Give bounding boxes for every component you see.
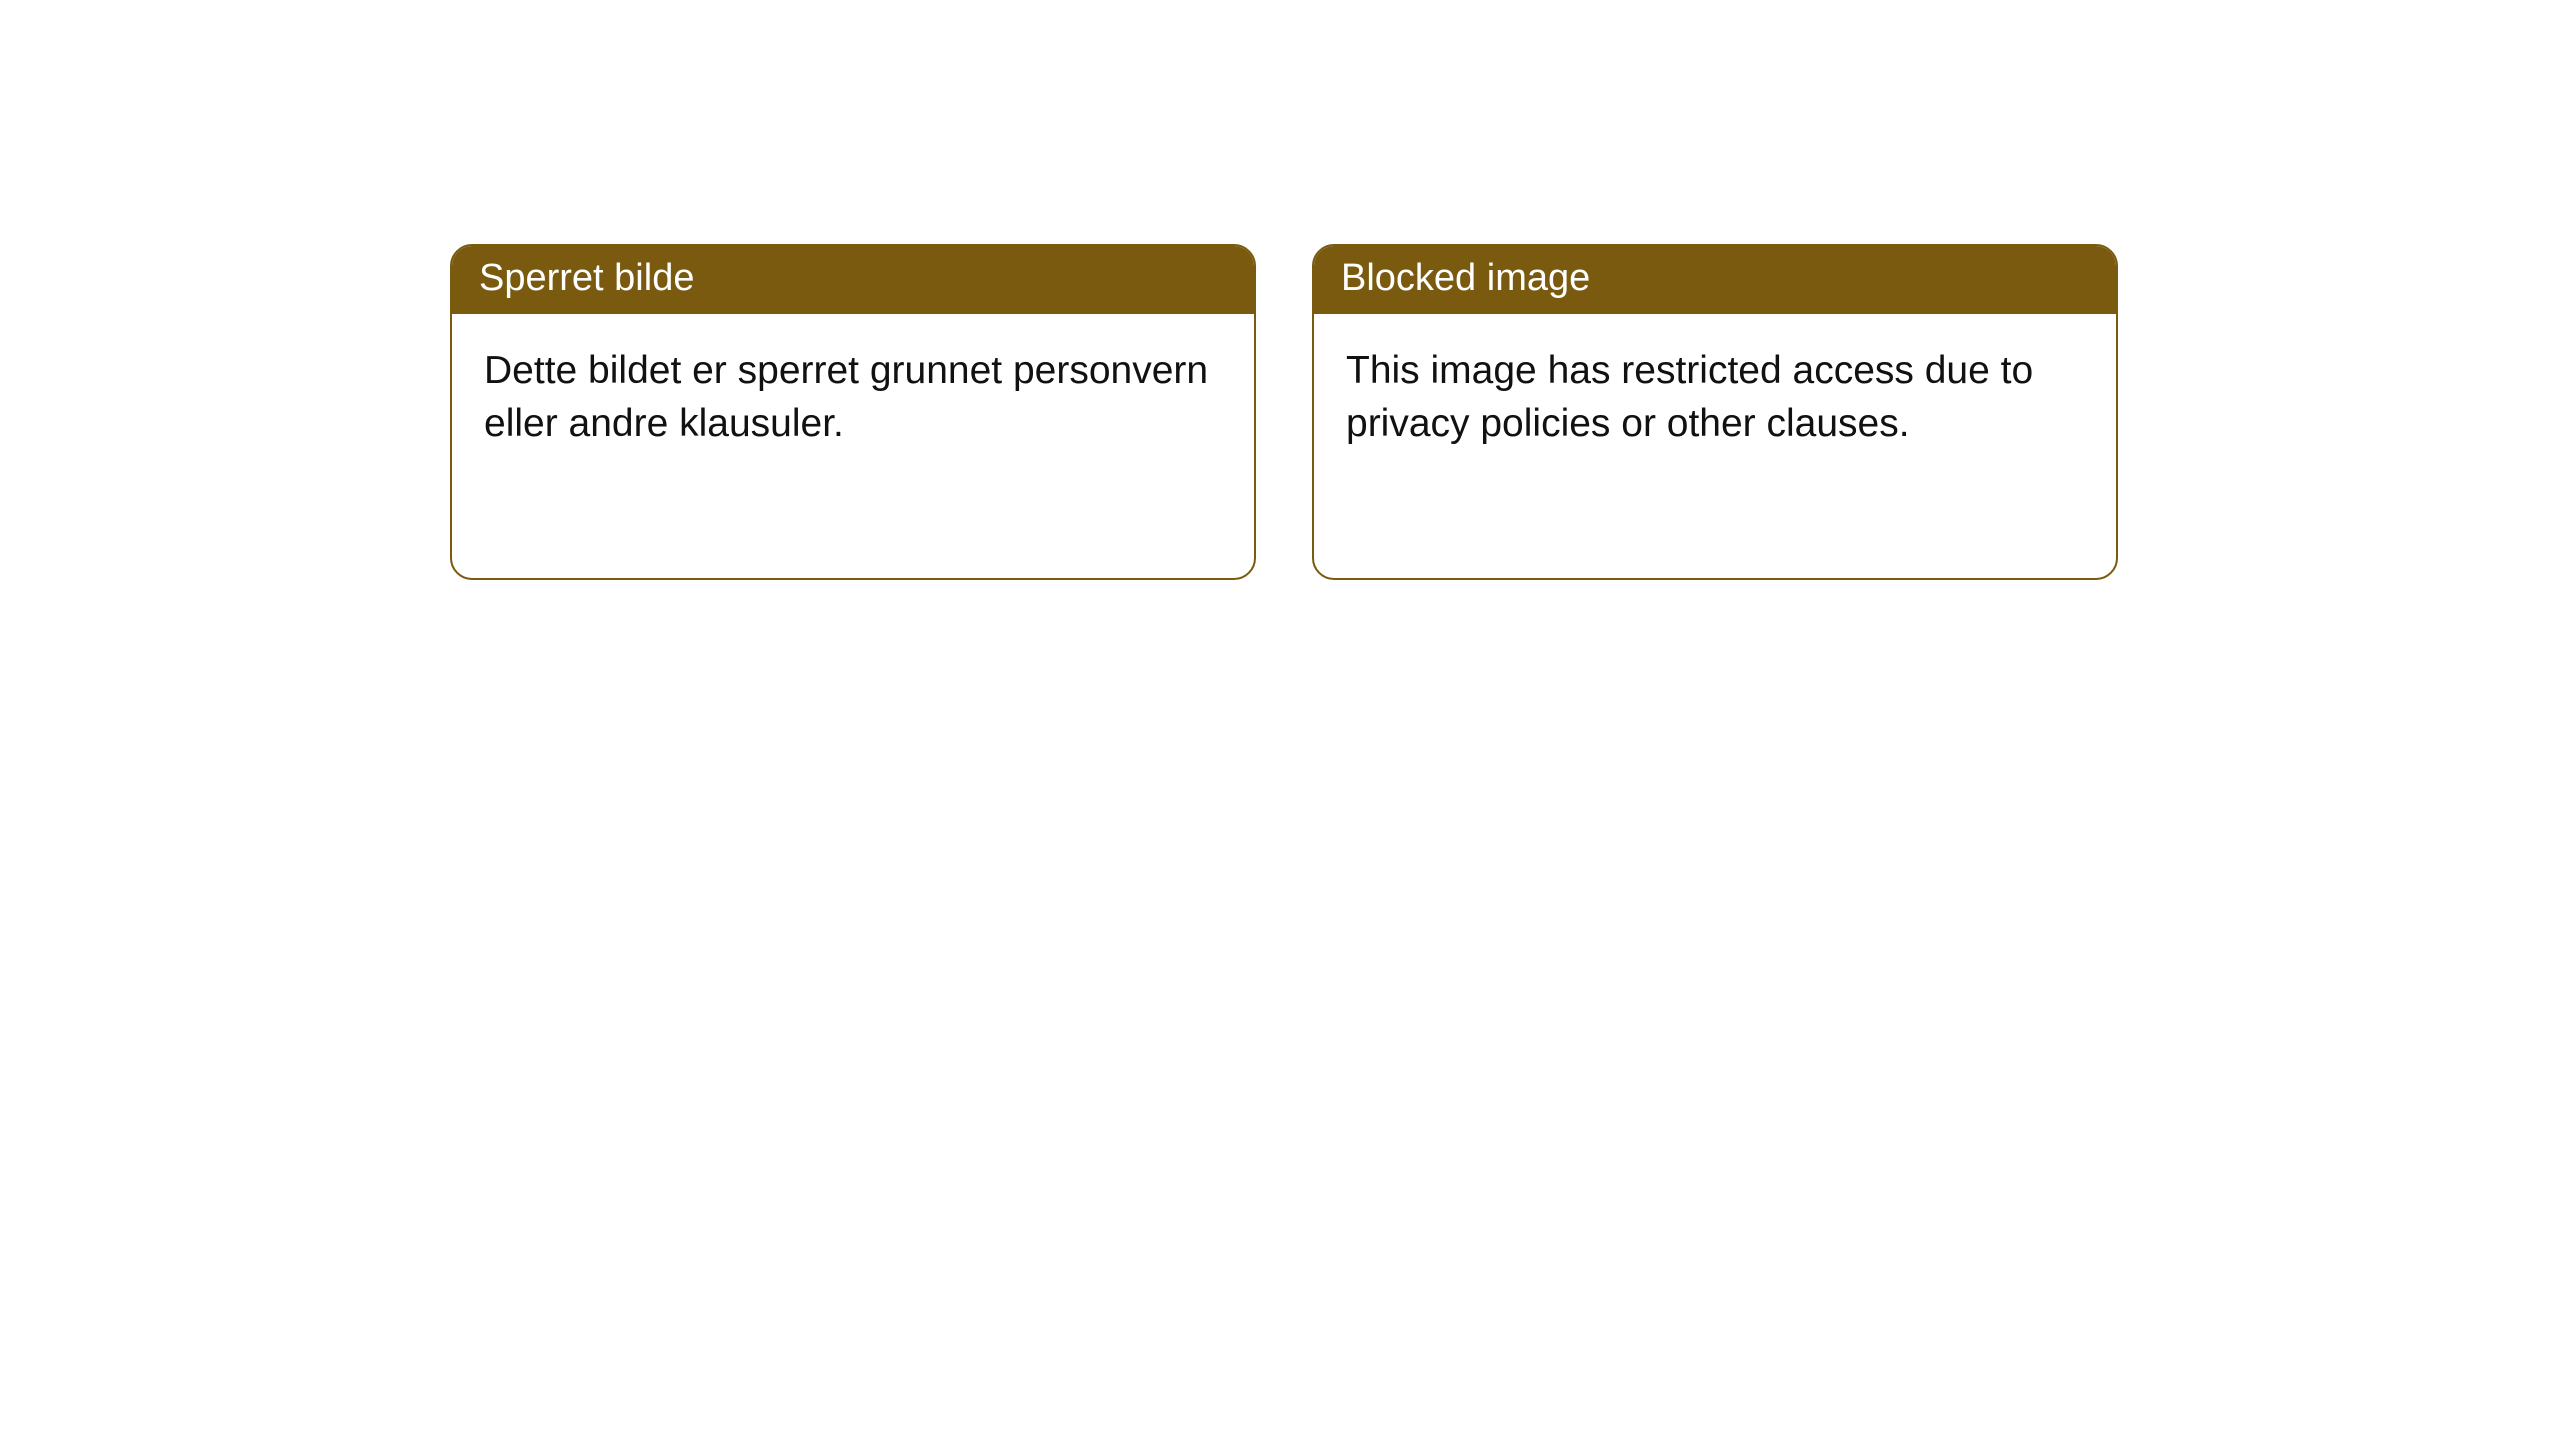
- notice-header: Blocked image: [1314, 246, 2116, 314]
- notice-header: Sperret bilde: [452, 246, 1254, 314]
- notice-body: Dette bildet er sperret grunnet personve…: [452, 314, 1254, 476]
- notice-body: This image has restricted access due to …: [1314, 314, 2116, 476]
- notice-container: Sperret bilde Dette bildet er sperret gr…: [0, 0, 2560, 580]
- notice-card-english: Blocked image This image has restricted …: [1312, 244, 2118, 580]
- notice-card-norwegian: Sperret bilde Dette bildet er sperret gr…: [450, 244, 1256, 580]
